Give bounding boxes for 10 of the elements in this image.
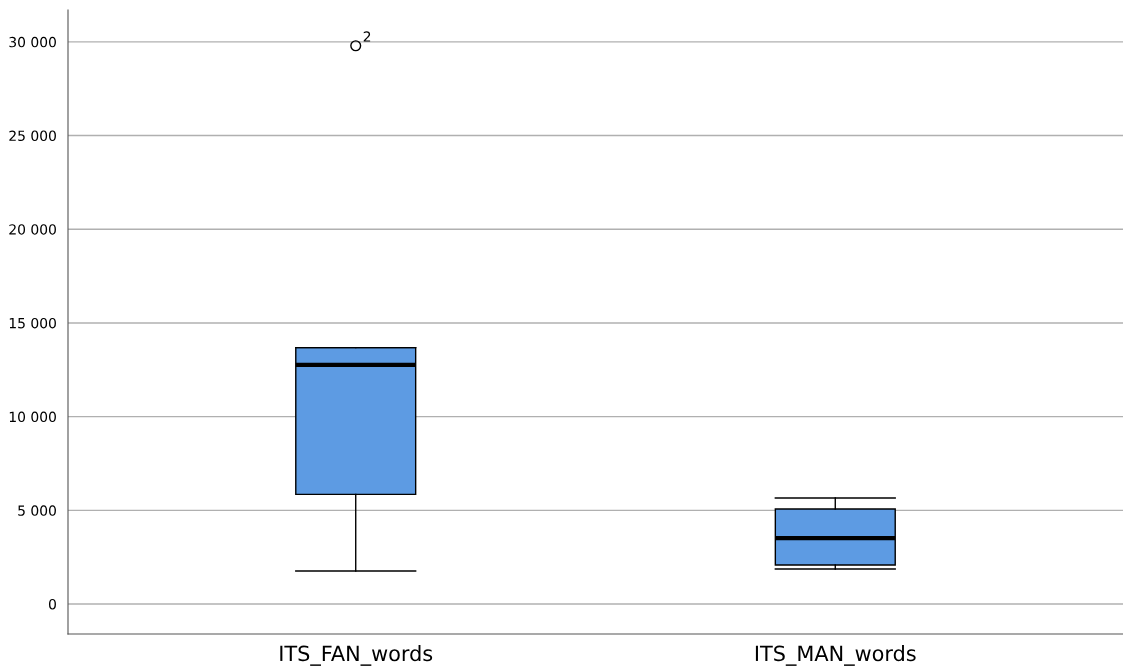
y-tick-label: 15 000 xyxy=(9,317,56,329)
annotation: 2 xyxy=(363,31,371,42)
x-tick-label: ITS_MAN_words xyxy=(755,645,916,666)
y-tick-label: 20 000 xyxy=(9,224,56,235)
x-tick-label: ITS_FAN_words xyxy=(280,645,433,666)
y-tick-label: 0 xyxy=(48,598,56,610)
y-tick-label: 30 000 xyxy=(9,36,56,48)
y-tick-label: 10 000 xyxy=(9,411,56,423)
y-tick-label: 5 000 xyxy=(18,505,56,516)
y-tick-label: 25 000 xyxy=(9,130,56,142)
